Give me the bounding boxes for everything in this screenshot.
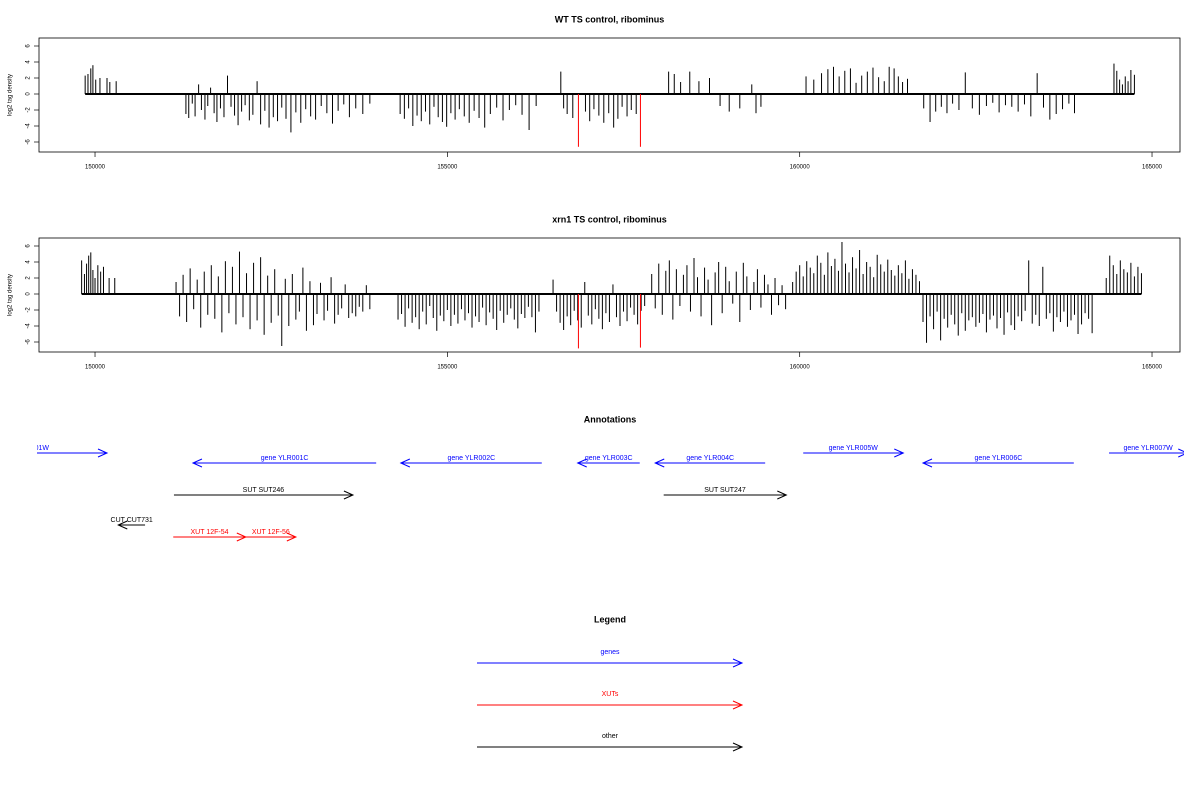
feature-label: gene YLL001W <box>1 445 50 452</box>
chart-title: WT TS control, ribominus <box>555 14 665 24</box>
arrow-head <box>191 458 203 468</box>
x-tick-label: 165000 <box>1142 365 1163 371</box>
arrow-head <box>732 658 744 668</box>
arrow-head <box>732 700 744 710</box>
feature-label: SUT SUT247 <box>704 487 746 494</box>
section-title: Annotations <box>584 414 637 424</box>
feature-label: gene YLR003C <box>585 455 633 462</box>
y-tick-label: 0 <box>26 92 32 96</box>
legend-label: XUTs <box>602 691 619 698</box>
feature-label: XUT 12F-56 <box>252 529 290 536</box>
arrow-head <box>97 448 109 458</box>
x-tick-label: 155000 <box>437 365 458 371</box>
y-tick-label: 2 <box>26 76 32 80</box>
arrow-head <box>286 532 298 542</box>
arrow-head <box>777 490 788 500</box>
arrow-head <box>576 458 587 468</box>
arrow-head <box>732 742 744 752</box>
feature-label: gene YLR004C <box>686 455 734 462</box>
x-tick-label: 150000 <box>85 365 106 371</box>
legend-label: other <box>602 733 619 740</box>
feature-label: gene YLR005W <box>829 445 879 452</box>
y-tick-label: -2 <box>26 307 32 313</box>
y-tick-label: 6 <box>26 44 32 48</box>
y-tick-label: 2 <box>26 276 32 280</box>
arrow-head <box>117 520 128 530</box>
y-tick-label: 6 <box>26 244 32 248</box>
x-tick-label: 165000 <box>1142 165 1163 171</box>
feature-label: gene YLR002C <box>447 455 495 462</box>
y-tick-label: 4 <box>26 60 32 64</box>
y-tick-label: 4 <box>26 260 32 264</box>
arrow-head <box>921 458 933 468</box>
plot-frame <box>38 237 1181 353</box>
y-axis-label: log2 tag density <box>8 274 14 316</box>
arrow-head <box>1178 448 1184 458</box>
y-tick-label: -6 <box>26 139 32 145</box>
feature-label: gene YLR006C <box>975 455 1023 462</box>
arrow-head <box>343 490 355 500</box>
legend-label: genes <box>600 649 620 656</box>
y-axis-label: log2 tag density <box>8 74 14 116</box>
section-title: Legend <box>594 614 626 624</box>
y-tick-label: -6 <box>26 339 32 345</box>
feature-label: SUT SUT246 <box>243 487 285 494</box>
feature-label: gene YLR007W <box>1124 445 1174 452</box>
x-tick-label: 150000 <box>85 165 106 171</box>
plot-frame <box>38 37 1181 153</box>
feature-label: gene YLR001C <box>261 455 309 462</box>
x-tick-label: 160000 <box>790 365 811 371</box>
x-tick-label: 160000 <box>790 165 811 171</box>
x-tick-label: 155000 <box>437 165 458 171</box>
arrow-head <box>894 448 905 458</box>
y-tick-label: 0 <box>26 292 32 296</box>
arrow-head <box>654 458 665 468</box>
y-tick-label: -4 <box>26 123 32 129</box>
arrow-head <box>399 458 411 468</box>
y-tick-label: -2 <box>26 107 32 113</box>
feature-label: CUT CUT731 <box>111 517 153 524</box>
annotation-track: gene YLL001W gene YLR001C gene YLR002C gene… <box>1 445 1184 542</box>
y-tick-label: -4 <box>26 323 32 329</box>
chart-title: xrn1 TS control, ribominus <box>552 214 667 224</box>
feature-label: XUT 12F-54 <box>191 529 229 536</box>
